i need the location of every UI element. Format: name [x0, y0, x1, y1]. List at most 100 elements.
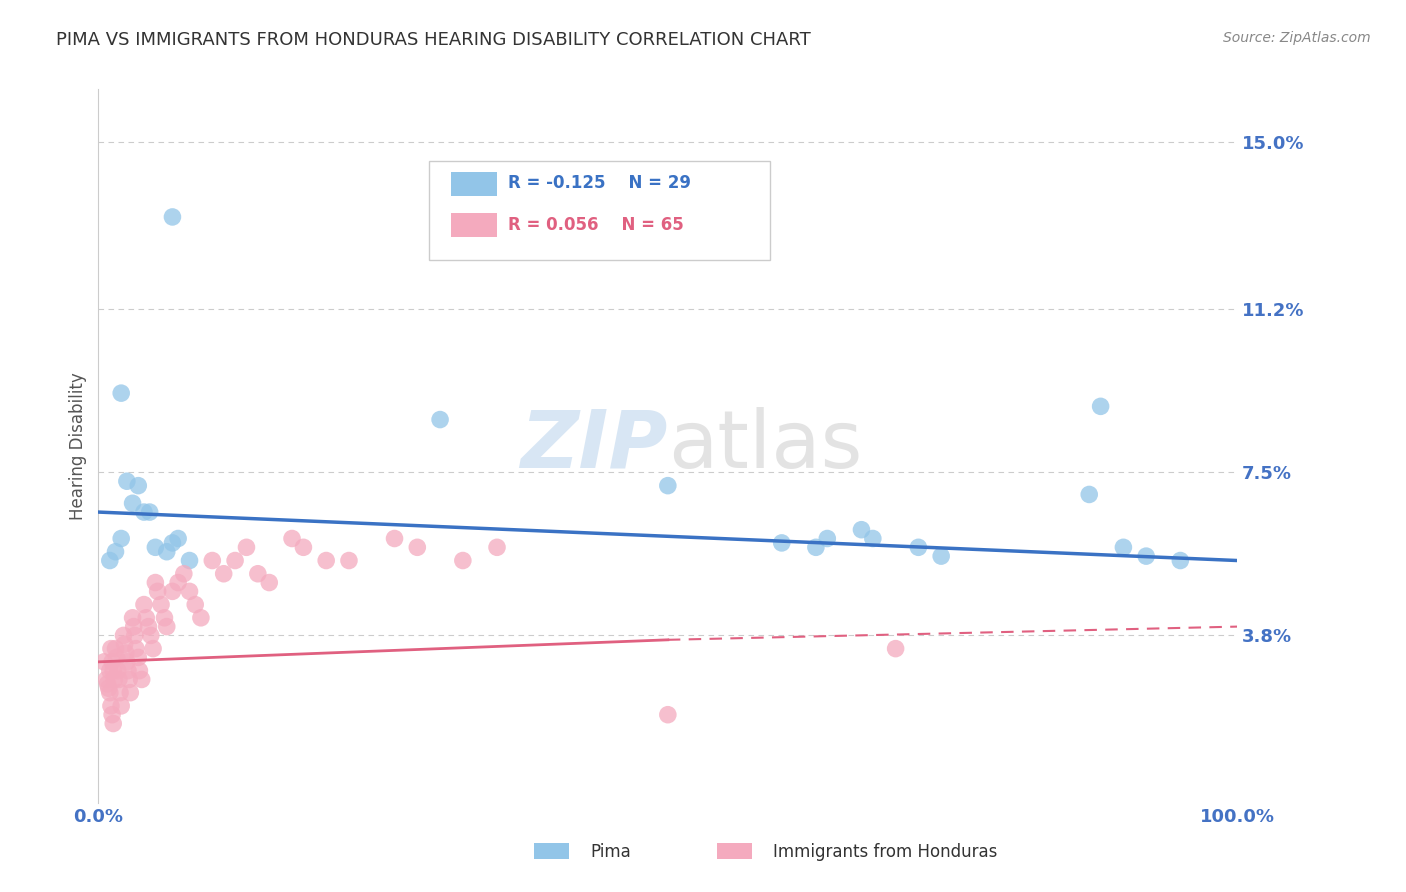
- Point: [120, 686, 142, 700]
- Point: [110, 698, 132, 713]
- Point: [101, 655, 124, 669]
- FancyBboxPatch shape: [451, 212, 498, 237]
- Point: [146, 584, 169, 599]
- Point: [184, 598, 207, 612]
- Y-axis label: Hearing Disability: Hearing Disability: [69, 372, 87, 520]
- Point: [114, 646, 136, 660]
- Point: [486, 541, 509, 555]
- Point: [138, 505, 160, 519]
- Point: [104, 545, 127, 559]
- Point: [246, 566, 269, 581]
- Point: [770, 536, 793, 550]
- Point: [132, 505, 155, 519]
- Point: [259, 575, 281, 590]
- Point: [235, 541, 257, 555]
- Point: [657, 478, 679, 492]
- Point: [1090, 400, 1112, 414]
- FancyBboxPatch shape: [429, 161, 770, 260]
- Point: [150, 598, 173, 612]
- Point: [162, 584, 184, 599]
- Point: [107, 664, 129, 678]
- Point: [127, 650, 149, 665]
- Point: [292, 541, 315, 555]
- Text: atlas: atlas: [668, 407, 862, 485]
- Point: [103, 664, 125, 678]
- Point: [135, 611, 157, 625]
- Text: Immigrants from Honduras: Immigrants from Honduras: [773, 843, 998, 861]
- Point: [451, 553, 474, 567]
- Point: [105, 650, 128, 665]
- Point: [115, 655, 138, 669]
- Point: [103, 716, 125, 731]
- Text: Source: ZipAtlas.com: Source: ZipAtlas.com: [1223, 31, 1371, 45]
- Point: [201, 553, 224, 567]
- Point: [98, 664, 121, 678]
- Point: [128, 664, 150, 678]
- Point: [406, 541, 429, 555]
- Point: [132, 598, 155, 612]
- Point: [138, 619, 160, 633]
- Point: [862, 532, 884, 546]
- Point: [851, 523, 873, 537]
- Point: [153, 611, 176, 625]
- Text: PIMA VS IMMIGRANTS FROM HONDURAS HEARING DISABILITY CORRELATION CHART: PIMA VS IMMIGRANTS FROM HONDURAS HEARING…: [56, 31, 811, 49]
- Point: [173, 566, 195, 581]
- Point: [118, 673, 141, 687]
- Point: [145, 575, 167, 590]
- Point: [162, 536, 184, 550]
- Point: [281, 532, 304, 546]
- Point: [117, 664, 139, 678]
- Point: [121, 611, 143, 625]
- Text: R = -0.125    N = 29: R = -0.125 N = 29: [509, 175, 692, 193]
- Point: [100, 698, 122, 713]
- Point: [103, 673, 125, 687]
- Point: [108, 673, 131, 687]
- Point: [93, 655, 115, 669]
- Point: [125, 641, 148, 656]
- Point: [101, 707, 124, 722]
- Point: [1170, 553, 1192, 567]
- Point: [104, 641, 127, 656]
- Point: [96, 677, 118, 691]
- Point: [224, 553, 246, 567]
- Point: [190, 611, 212, 625]
- Text: R = 0.056    N = 65: R = 0.056 N = 65: [509, 216, 685, 234]
- Point: [1078, 487, 1101, 501]
- FancyBboxPatch shape: [451, 172, 498, 196]
- Point: [815, 532, 838, 546]
- Point: [139, 628, 162, 642]
- Point: [1135, 549, 1157, 563]
- Point: [97, 681, 120, 696]
- Point: [804, 541, 827, 555]
- Point: [100, 641, 122, 656]
- Point: [156, 545, 179, 559]
- Point: [167, 575, 190, 590]
- Point: [884, 641, 907, 656]
- Point: [162, 210, 184, 224]
- Point: [929, 549, 952, 563]
- Point: [122, 619, 145, 633]
- Point: [115, 475, 138, 489]
- Point: [110, 532, 132, 546]
- Point: [179, 553, 201, 567]
- Point: [657, 707, 679, 722]
- Point: [179, 584, 201, 599]
- Point: [131, 673, 153, 687]
- Point: [108, 686, 131, 700]
- Point: [124, 628, 146, 642]
- Point: [212, 566, 235, 581]
- Point: [110, 386, 132, 401]
- Point: [156, 619, 179, 633]
- Point: [337, 553, 360, 567]
- Text: ZIP: ZIP: [520, 407, 668, 485]
- Point: [167, 532, 190, 546]
- Point: [98, 553, 121, 567]
- Text: Pima: Pima: [591, 843, 631, 861]
- Point: [1112, 541, 1135, 555]
- Point: [907, 541, 929, 555]
- Point: [96, 673, 118, 687]
- Point: [429, 412, 451, 426]
- Point: [142, 641, 165, 656]
- Point: [114, 637, 136, 651]
- Point: [98, 686, 121, 700]
